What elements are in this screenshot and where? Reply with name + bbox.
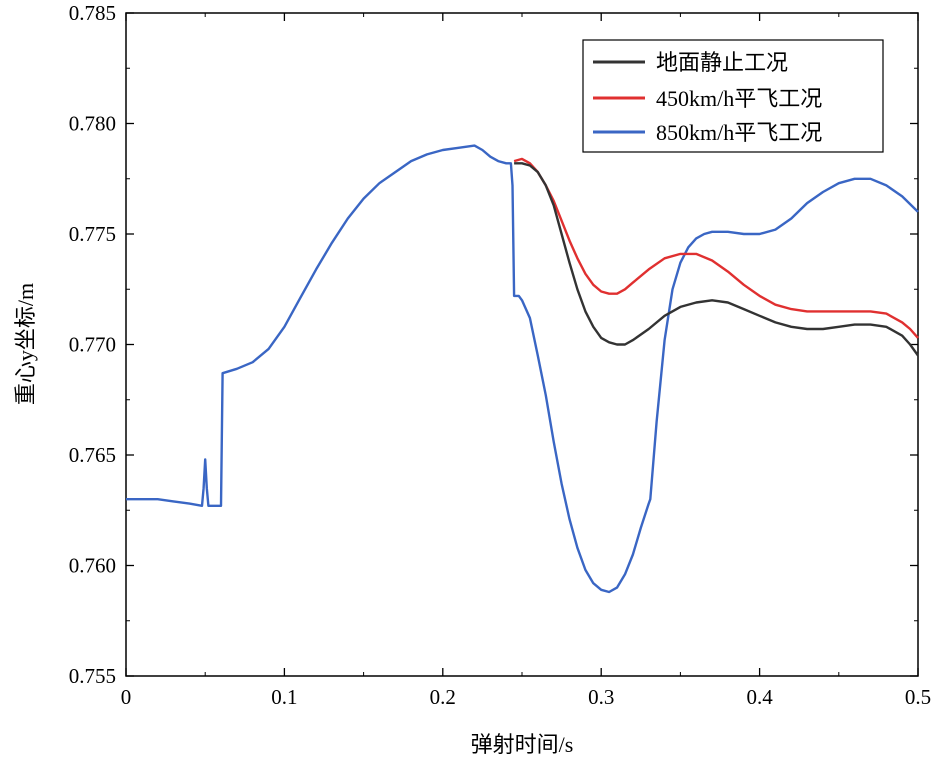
y-tick-label: 0.780 [69,112,116,136]
y-tick-label: 0.770 [69,333,116,357]
series-layer [126,144,919,594]
y-tick-label: 0.765 [69,443,116,467]
y-tick-label: 0.785 [69,1,116,25]
legend-label-0: 地面静止工况 [656,50,788,75]
y-tick-label: 0.755 [69,664,116,688]
legend-label-2: 850km/h平飞工况 [656,120,822,145]
y-tick-label: 0.760 [69,554,116,578]
series-line-1 [513,157,919,339]
x-tick-label: 0.1 [271,685,297,709]
legend-label-1: 450km/h平飞工况 [656,86,822,111]
x-tick-label: 0.4 [746,685,773,709]
x-axis-ticks: 0 0.1 0.2 0.3 0.4 0.5 [121,13,931,709]
series-line-0 [514,162,919,357]
x-tick-label: 0.2 [430,685,456,709]
x-tick-label: 0.3 [588,685,614,709]
y-axis-label: 重心y坐标/m [13,283,38,405]
series-line-2 [126,144,919,594]
x-tick-label: 0 [121,685,132,709]
legend: 地面静止工况 450km/h平飞工况 850km/h平飞工况 [582,39,884,153]
y-axis-ticks: 0.755 0.760 0.765 0.770 0.775 0.780 0.785 [69,1,918,688]
x-axis-label: 弹射时间/s [471,732,574,757]
y-tick-label: 0.775 [69,222,116,246]
x-tick-label: 0.5 [905,685,931,709]
